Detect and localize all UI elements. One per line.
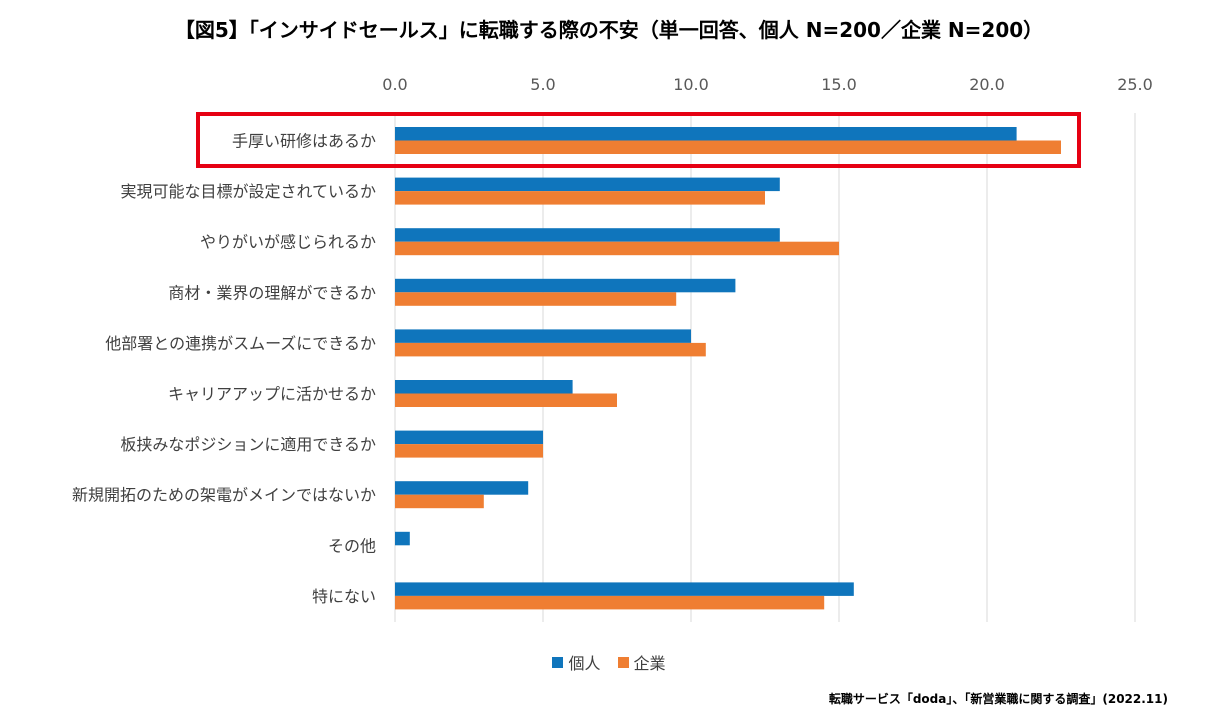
bar-company bbox=[395, 494, 484, 509]
bar-company bbox=[395, 444, 543, 458]
bar-company bbox=[395, 191, 765, 205]
x-tick-label: 0.0 bbox=[382, 75, 407, 94]
legend: 個人 企業 bbox=[0, 650, 1218, 674]
bar-individual bbox=[395, 481, 529, 495]
category-label: 他部署との連携がスムーズにできるか bbox=[105, 334, 376, 353]
x-tick-label: 25.0 bbox=[1117, 75, 1153, 94]
legend-item-individual: 個人 bbox=[552, 650, 600, 674]
legend-swatch-company bbox=[617, 656, 629, 668]
legend-label-company: 企業 bbox=[633, 654, 666, 673]
category-label: 商材・業界の理解ができるか bbox=[168, 283, 376, 302]
bar-individual bbox=[395, 582, 854, 596]
bar-individual bbox=[395, 228, 780, 242]
x-tick-label: 5.0 bbox=[530, 75, 555, 94]
legend-swatch-individual bbox=[552, 656, 564, 668]
bar-company bbox=[395, 140, 1061, 154]
category-label: 特にない bbox=[312, 587, 376, 606]
bar-company bbox=[395, 241, 839, 256]
category-label: その他 bbox=[328, 536, 376, 555]
category-label: 実現可能な目標が設定されているか bbox=[120, 182, 376, 201]
x-tick-label: 10.0 bbox=[673, 75, 709, 94]
category-label: 板挟みなポジションに適用できるか bbox=[120, 435, 376, 454]
bar-individual bbox=[395, 430, 543, 445]
source-note: 転職サービス「doda」、「新営業職に関する調査」(2022.11) bbox=[828, 692, 1168, 706]
bar-company bbox=[395, 393, 617, 407]
bar-individual bbox=[395, 329, 691, 343]
category-label: キャリアアップに活かせるか bbox=[168, 385, 376, 404]
chart-title: 【図5】「インサイドセールス」に転職する際の不安（単一回答、個人 N=200／企… bbox=[174, 18, 1044, 42]
bar-chart: 0.0 5.0 10.0 15.0 20.0 25.0 手厚い研修はあるか実現可能な目標が設… bbox=[72, 75, 1153, 622]
category-label: 手厚い研修はあるか bbox=[232, 132, 376, 151]
x-tick-label: 15.0 bbox=[821, 75, 857, 94]
bar-individual bbox=[395, 177, 780, 192]
bar-company bbox=[395, 595, 825, 610]
x-tick-label: 20.0 bbox=[969, 75, 1005, 94]
bar-individual bbox=[395, 278, 736, 293]
bar-company bbox=[395, 292, 677, 306]
bar-company bbox=[395, 342, 706, 357]
highlight-box bbox=[196, 112, 1081, 168]
legend-label-individual: 個人 bbox=[568, 654, 601, 673]
category-label: 新規開拓のための架電がメインではないか bbox=[72, 486, 376, 505]
bar-individual bbox=[395, 531, 410, 546]
category-label: やりがいが感じられるか bbox=[200, 233, 376, 252]
bar-individual bbox=[395, 380, 573, 394]
bar-individual bbox=[395, 127, 1017, 141]
legend-item-company: 企業 bbox=[617, 650, 666, 674]
